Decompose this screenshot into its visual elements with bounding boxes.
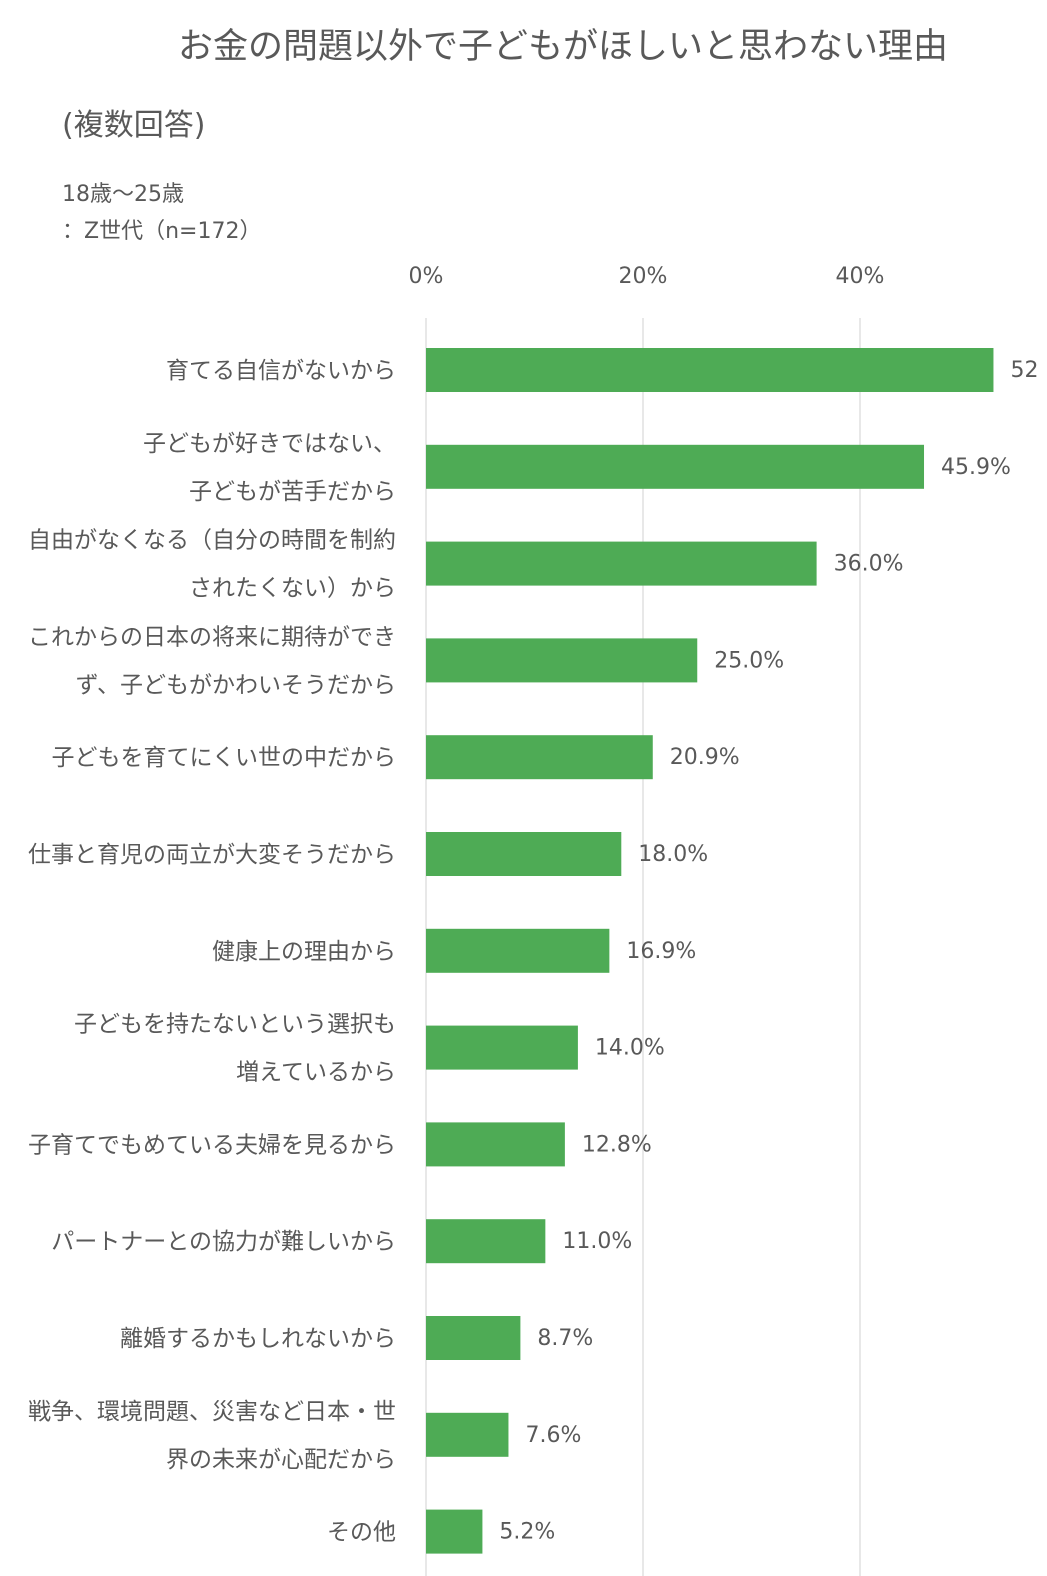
category-label: 界の未来が心配だから: [166, 1447, 396, 1473]
data-label: 25.0%: [714, 648, 784, 673]
category-label: 子どもが好きではない、: [143, 431, 396, 457]
category-label: ず、子どもがかわいそうだから: [76, 672, 396, 698]
data-label: 16.9%: [626, 939, 696, 964]
data-label: 52: [1010, 358, 1038, 383]
bar: [426, 832, 622, 876]
data-label: 45.9%: [941, 455, 1011, 480]
category-label: 子どもが苦手だから: [189, 479, 396, 505]
x-tick-label: 40%: [836, 264, 885, 289]
category-label: 育てる自信がないから: [166, 358, 396, 384]
bar: [426, 1509, 483, 1554]
bar: [426, 1316, 521, 1360]
bar: [426, 348, 994, 392]
category-label: 子育てでもめている夫婦を見るから: [28, 1132, 396, 1158]
data-label: 7.6%: [525, 1423, 581, 1448]
bar: [426, 541, 817, 586]
data-label: 14.0%: [595, 1036, 665, 1061]
bar: [426, 1025, 578, 1070]
category-label: 子どもを持たないという選択も: [74, 1012, 396, 1038]
category-label: 子どもを育てにくい世の中だから: [51, 745, 396, 771]
category-label: パートナーとの協力が難しいから: [51, 1229, 396, 1255]
data-label: 5.2%: [499, 1520, 555, 1545]
chart-subtitle: (複数回答): [62, 108, 206, 143]
category-label: されたくない）から: [189, 576, 396, 602]
category-label: これからの日本の将来に期待ができ: [28, 624, 396, 650]
x-tick-label: 0%: [409, 264, 444, 289]
data-label: 12.8%: [582, 1132, 652, 1157]
category-label: 戦争、環境問題、災害など日本・世: [28, 1399, 396, 1425]
bar: [426, 1122, 565, 1167]
bar: [426, 638, 698, 683]
respondent-group: ：Z世代（n=172）: [62, 219, 262, 244]
bar: [426, 1219, 546, 1264]
category-label: 増えているから: [236, 1060, 396, 1086]
data-label: 20.9%: [670, 745, 740, 770]
bar: [426, 444, 925, 489]
category-label: 仕事と育児の両立が大変そうだから: [28, 842, 396, 868]
bar: [426, 735, 653, 780]
category-label: 自由がなくなる（自分の時間を制約: [28, 528, 396, 554]
category-label: 離婚するかもしれないから: [120, 1326, 396, 1352]
x-tick-label: 20%: [619, 264, 668, 289]
bar: [426, 928, 610, 973]
category-label: 健康上の理由から: [212, 939, 396, 965]
bar: [426, 1412, 509, 1457]
data-label: 11.0%: [562, 1229, 632, 1254]
chart-title: お金の問題以外で子どもがほしいと思わない理由: [178, 27, 949, 67]
data-label: 8.7%: [537, 1326, 593, 1351]
data-label: 18.0%: [638, 842, 708, 867]
respondent-age-range: 18歳～25歳: [62, 182, 184, 207]
category-label: その他: [327, 1520, 396, 1546]
data-label: 36.0%: [834, 552, 904, 577]
